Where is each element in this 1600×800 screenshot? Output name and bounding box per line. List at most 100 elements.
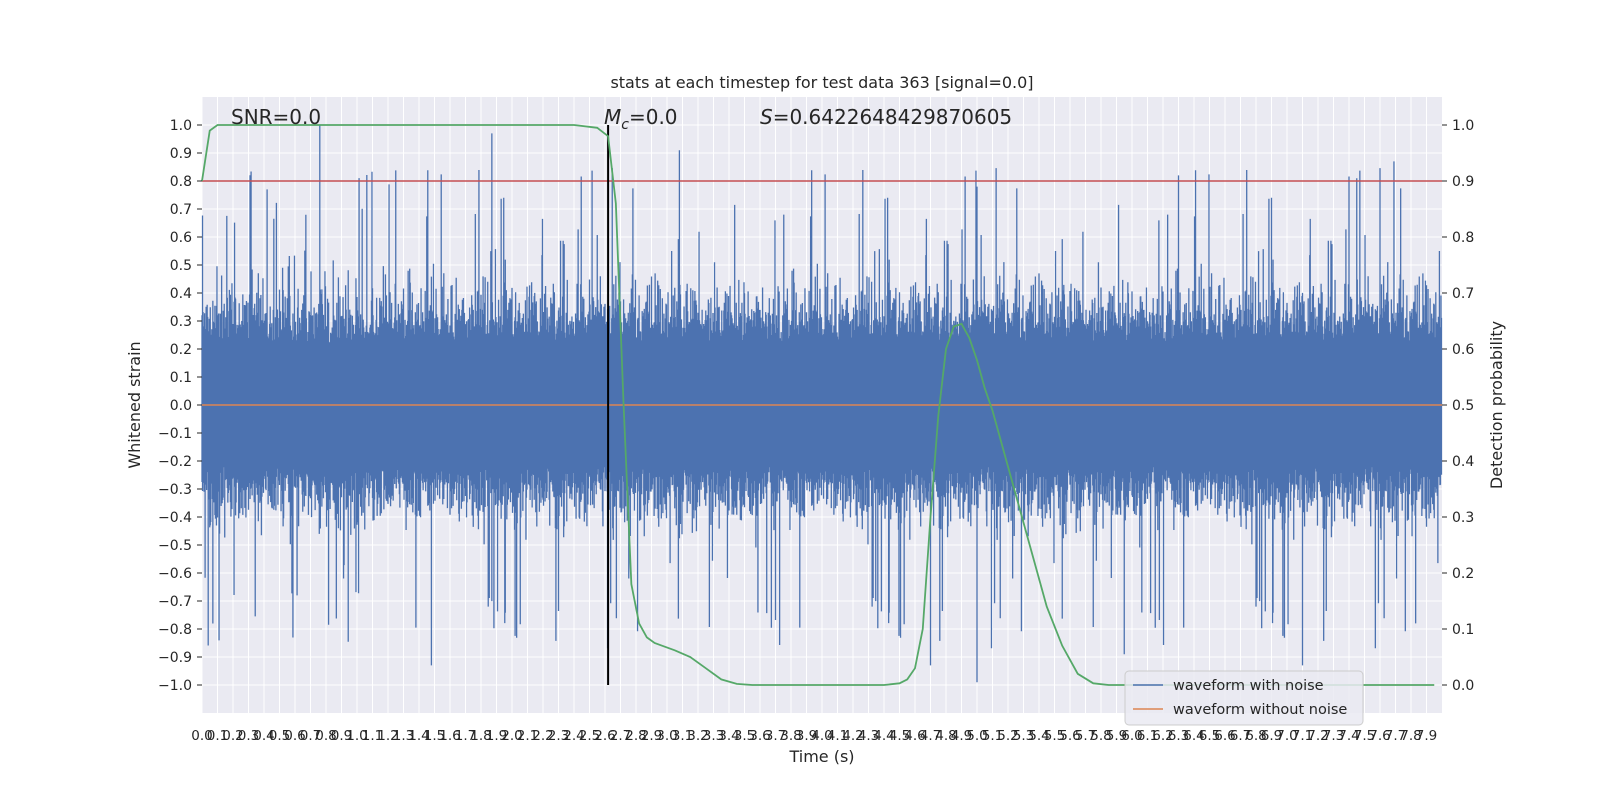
left-tick-label: 0.5: [170, 258, 192, 274]
x-axis-ticks: 0.00.10.20.30.40.50.60.70.80.91.01.11.21…: [191, 728, 1437, 744]
x-tick-label: 2.7: [610, 728, 631, 744]
x-tick-label: 3.0: [656, 728, 677, 744]
x-tick-label: 3.8: [780, 728, 801, 744]
left-tick-label: 1.0: [170, 118, 192, 134]
x-tick-label: 2.3: [548, 728, 569, 744]
x-tick-label: 1.1: [362, 728, 383, 744]
right-tick-label: 0.2: [1452, 566, 1474, 582]
right-tick-label: 0.1: [1452, 622, 1474, 638]
score-annotation: S=0.6422648429870605: [760, 105, 1012, 129]
overlay-lines: [201, 124, 1442, 686]
left-tick-label: 0.3: [170, 314, 192, 330]
legend-label-clean: waveform without noise: [1173, 702, 1347, 718]
x-tick-label: 1.4: [408, 728, 429, 744]
x-tick-label: 4.2: [842, 728, 863, 744]
detection-probability-line: [201, 124, 1435, 686]
x-tick-label: 3.4: [718, 728, 739, 744]
x-tick-label: 5.5: [1044, 728, 1065, 744]
x-tick-label: 4.8: [935, 728, 956, 744]
x-tick-label: 3.3: [703, 728, 724, 744]
x-tick-label: 4.6: [904, 728, 925, 744]
x-tick-label: 5.9: [1106, 728, 1127, 744]
x-tick-label: 6.3: [1168, 728, 1189, 744]
legend-box: [1124, 670, 1364, 726]
right-tick-label: 0.3: [1452, 510, 1474, 526]
right-tick-label: 0.9: [1452, 174, 1474, 190]
right-tick-label: 0.7: [1452, 286, 1474, 302]
x-tick-label: 2.8: [625, 728, 646, 744]
x-tick-label: 6.1: [1137, 728, 1158, 744]
x-tick-label: 0.7: [300, 728, 321, 744]
right-tick-label: 0.0: [1452, 678, 1474, 694]
right-tick-label: 1.0: [1452, 118, 1474, 134]
left-tick-label: 0.8: [170, 174, 192, 190]
left-tick-label: 0.0: [170, 398, 192, 414]
x-tick-label: 4.4: [873, 728, 894, 744]
score-value: =0.6422648429870605: [773, 105, 1012, 129]
left-tick-label: 0.1: [170, 370, 192, 386]
score-symbol: S: [760, 105, 773, 129]
x-tick-label: 3.2: [687, 728, 708, 744]
right-tick-label: 0.8: [1452, 230, 1474, 246]
x-tick-label: 3.7: [765, 728, 786, 744]
left-tick-label: −0.5: [158, 538, 192, 554]
right-tick-label: 0.5: [1452, 398, 1474, 414]
left-tick-label: 0.9: [170, 146, 192, 162]
x-tick-label: 3.5: [734, 728, 755, 744]
x-tick-label: 6.7: [1230, 728, 1251, 744]
x-tick-label: 1.2: [377, 728, 398, 744]
snr-annotation: SNR=0.0: [231, 105, 321, 129]
x-tick-label: 2.6: [594, 728, 615, 744]
left-tick-label: −0.1: [158, 426, 192, 442]
x-tick-label: 2.4: [563, 728, 584, 744]
x-tick-label: 6.2: [1152, 728, 1173, 744]
noise-waveform-path: [201, 125, 1443, 683]
x-tick-label: 5.8: [1090, 728, 1111, 744]
x-tick-label: 0.9: [331, 728, 352, 744]
x-tick-label: 0.2: [222, 728, 243, 744]
x-tick-label: 7.0: [1276, 728, 1297, 744]
left-tick-label: −0.3: [158, 482, 192, 498]
chirp-mass-symbol: M: [604, 105, 621, 129]
x-tick-label: 2.1: [517, 728, 538, 744]
x-tick-label: 5.7: [1075, 728, 1096, 744]
x-tick-label: 4.7: [920, 728, 941, 744]
legend: waveform with noise waveform without noi…: [1124, 670, 1364, 726]
x-tick-label: 4.9: [951, 728, 972, 744]
x-tick-label: 5.1: [982, 728, 1003, 744]
left-axis-label: Whitened strain: [125, 341, 144, 468]
x-tick-label: 1.6: [439, 728, 460, 744]
x-tick-label: 2.0: [501, 728, 522, 744]
x-tick-label: 5.0: [966, 728, 987, 744]
x-tick-label: 7.1: [1292, 728, 1313, 744]
left-tick-label: −0.4: [158, 510, 192, 526]
left-tick-label: 0.7: [170, 202, 192, 218]
x-tick-label: 4.5: [889, 728, 910, 744]
left-tick-label: 0.6: [170, 230, 192, 246]
chart-title: stats at each timestep for test data 363…: [610, 73, 1033, 92]
x-tick-label: 5.3: [1013, 728, 1034, 744]
x-tick-label: 0.4: [253, 728, 274, 744]
chirp-mass-subscript: c: [621, 117, 629, 133]
left-tick-label: −1.0: [158, 678, 192, 694]
chirp-mass-value: =0.0: [629, 105, 678, 129]
x-tick-label: 4.1: [827, 728, 848, 744]
x-tick-label: 6.8: [1245, 728, 1266, 744]
x-tick-label: 1.9: [486, 728, 507, 744]
left-tick-label: −0.9: [158, 650, 192, 666]
right-axis-ticks: 1.0 0.9 0.8 0.7 0.6 0.5 0.4 0.3 0.2 0.1 0.0: [1442, 118, 1474, 694]
right-tick-label: 0.6: [1452, 342, 1474, 358]
x-tick-label: 1.0: [346, 728, 367, 744]
left-tick-label: 0.4: [170, 286, 192, 302]
chirp-mass-annotation: Mc=0.0: [604, 105, 678, 133]
left-tick-label: −0.8: [158, 622, 192, 638]
x-tick-label: 5.4: [1028, 728, 1049, 744]
left-tick-label: 0.2: [170, 342, 192, 358]
x-tick-label: 6.6: [1214, 728, 1235, 744]
x-tick-label: 0.6: [284, 728, 305, 744]
x-tick-label: 5.2: [997, 728, 1018, 744]
x-tick-label: 1.7: [455, 728, 476, 744]
x-tick-label: 2.2: [532, 728, 553, 744]
x-tick-label: 1.8: [470, 728, 491, 744]
